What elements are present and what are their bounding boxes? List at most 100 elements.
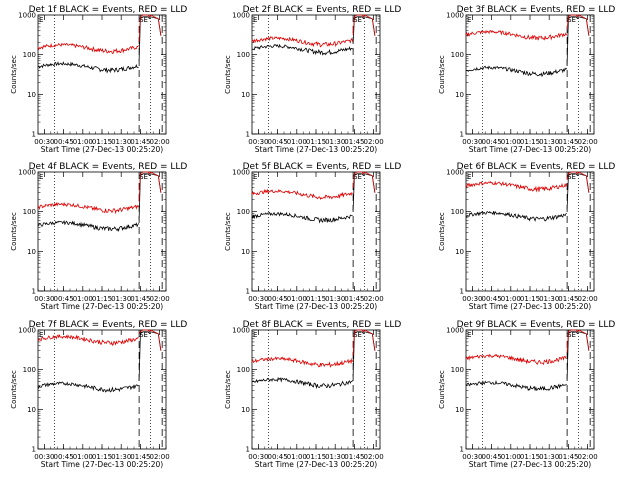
panel-det-7: Det 7f BLACK = Events, RED = LLD 1 10 100 10… <box>10 320 187 469</box>
x-tick-label: 00:45 <box>54 138 74 146</box>
x-tick-label: 01:15 <box>306 295 326 303</box>
x-tick-label: 01:45 <box>130 138 150 146</box>
marker-e: E <box>467 173 471 181</box>
y-tick-label: 1 <box>32 446 36 454</box>
x-tick-label: 01:15 <box>520 138 540 146</box>
series-events-line <box>37 61 139 74</box>
panel-det-1: Det 1f BLACK = Events, RED = LLD 1 10 100 10… <box>10 5 187 154</box>
series-lld-line <box>251 188 353 200</box>
marker-se: SE <box>139 16 148 24</box>
series-events-line <box>37 220 139 232</box>
x-axis-label: Start Time (27-Dec-13 00:25:20) <box>41 460 163 469</box>
series-events-tail <box>138 173 162 220</box>
x-tick-label: 01:00 <box>287 453 307 461</box>
x-tick-label: 01:45 <box>130 295 150 303</box>
series-lld-tail <box>352 14 376 36</box>
x-axis-label: Start Time (27-Dec-13 00:25:20) <box>469 302 591 311</box>
y-tick-label: 10 <box>241 406 250 414</box>
x-tick-label: 01:15 <box>520 295 540 303</box>
x-axis-label: Start Time (27-Dec-13 00:25:20) <box>41 145 163 154</box>
series-events-tail <box>566 16 590 65</box>
x-tick-label: 01:30 <box>111 453 131 461</box>
marker-se: SE <box>353 16 362 24</box>
series-events-line <box>251 376 353 390</box>
x-tick-label: 01:15 <box>92 295 112 303</box>
series-lld-tail <box>566 171 590 193</box>
x-tick-label: 00:30 <box>462 453 482 461</box>
x-tick-label: 01:30 <box>111 295 131 303</box>
series-events-tail <box>352 331 376 377</box>
y-tick-label: 1 <box>246 288 250 296</box>
x-tick-label: 01:45 <box>344 295 364 303</box>
panel-det-8: Det 8f BLACK = Events, RED = LLD 1 10 100 10… <box>224 320 401 469</box>
series-lld-tail <box>352 171 376 193</box>
series-events-line <box>465 380 567 392</box>
series-lld-tail <box>566 14 590 36</box>
series-events-tail <box>138 16 162 61</box>
series-lld-line <box>37 334 139 347</box>
y-tick-label: 1000 <box>18 12 36 20</box>
x-tick-label: 00:45 <box>482 295 502 303</box>
y-axis-label: Counts/sec <box>224 212 232 251</box>
y-axis-label: Counts/sec <box>438 55 446 94</box>
series-lld-line <box>251 36 353 48</box>
y-tick-label: 10 <box>241 248 250 256</box>
x-tick-label: 00:45 <box>268 295 288 303</box>
series-events-tail <box>352 173 376 211</box>
y-axis-label: Counts/sec <box>224 370 232 409</box>
panel-det-6: Det 6f BLACK = Events, RED = LLD 1 10 100 10… <box>438 162 615 311</box>
plot-frame <box>251 329 381 450</box>
y-axis-label: Counts/sec <box>438 370 446 409</box>
panel-title: Det 3f BLACK = Events, RED = LLD <box>457 5 616 15</box>
y-axis-label: Counts/sec <box>438 212 446 251</box>
marker-e: E <box>253 173 257 181</box>
series-lld-line <box>37 201 139 215</box>
series-lld-line <box>465 29 567 41</box>
x-tick-label: 01:15 <box>306 138 326 146</box>
x-tick-label: 01:30 <box>539 295 559 303</box>
series-events-line <box>251 43 353 56</box>
marker-e: E <box>39 173 43 181</box>
series-lld-tail <box>138 329 162 351</box>
marker-e: E <box>467 331 471 339</box>
panel-title: Det 1f BLACK = Events, RED = LLD <box>29 5 188 15</box>
x-axis-label: Start Time (27-Dec-13 00:25:20) <box>41 302 163 311</box>
x-axis-label: Start Time (27-Dec-13 00:25:20) <box>255 460 377 469</box>
panel-title: Det 4f BLACK = Events, RED = LLD <box>29 162 188 172</box>
y-tick-label: 1000 <box>18 169 36 177</box>
x-tick-label: 01:30 <box>539 453 559 461</box>
marker-e: E <box>39 16 43 24</box>
x-tick-label: 00:45 <box>268 138 288 146</box>
y-tick-label: 1 <box>246 446 250 454</box>
y-tick-label: 100 <box>451 51 464 59</box>
y-tick-label: 1000 <box>446 327 464 335</box>
x-tick-label: 01:15 <box>306 453 326 461</box>
panel-det-4: Det 4f BLACK = Events, RED = LLD 1 10 100 10… <box>10 162 187 311</box>
series-lld-tail <box>138 171 162 202</box>
x-tick-label: 01:45 <box>558 295 578 303</box>
series-events-tail <box>352 16 376 44</box>
series-lld-tail <box>566 329 590 353</box>
x-tick-label: 01:45 <box>558 138 578 146</box>
y-tick-label: 1000 <box>232 169 250 177</box>
x-tick-label: 00:45 <box>268 453 288 461</box>
plot-frame <box>37 14 167 135</box>
series-lld-line <box>466 353 567 365</box>
y-tick-label: 100 <box>237 366 250 374</box>
plot-frame <box>251 171 381 292</box>
x-tick-label: 02:00 <box>150 295 170 303</box>
x-tick-label: 01:30 <box>111 138 131 146</box>
y-tick-label: 10 <box>27 91 36 99</box>
x-axis-label: Start Time (27-Dec-13 00:25:20) <box>469 145 591 154</box>
y-tick-label: 1 <box>246 131 250 139</box>
x-tick-label: 01:15 <box>520 453 540 461</box>
x-tick-label: 01:00 <box>73 138 93 146</box>
panel-title: Det 5f BLACK = Events, RED = LLD <box>243 162 402 172</box>
x-tick-label: 01:30 <box>325 138 345 146</box>
y-tick-label: 10 <box>241 91 250 99</box>
marker-e: E <box>39 331 43 339</box>
x-tick-label: 02:00 <box>364 295 384 303</box>
panel-det-3: Det 3f BLACK = Events, RED = LLD 1 10 100 10… <box>438 5 615 154</box>
x-tick-label: 01:00 <box>501 453 521 461</box>
